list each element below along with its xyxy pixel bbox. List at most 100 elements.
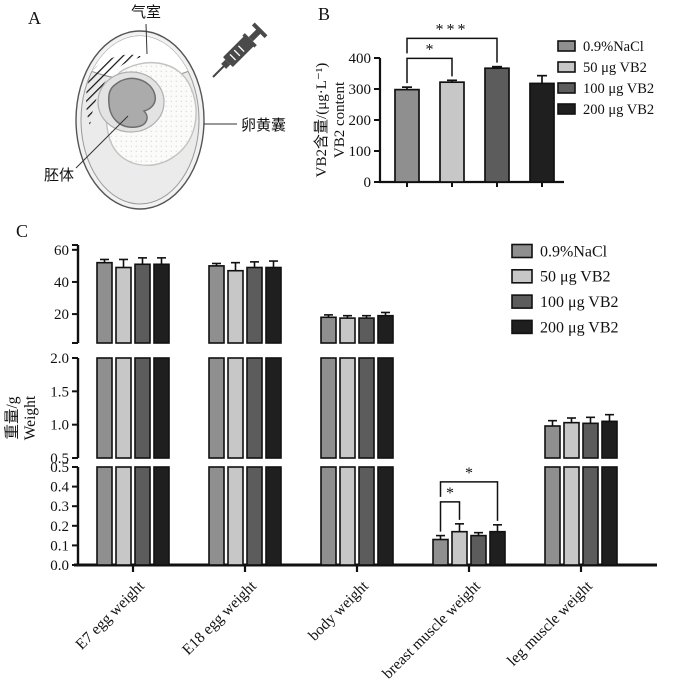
bar xyxy=(339,466,356,566)
bar xyxy=(377,314,394,344)
bar xyxy=(134,263,151,344)
sig-label: * xyxy=(446,485,454,502)
bar xyxy=(544,425,561,459)
sig-bracket xyxy=(406,57,453,84)
bar xyxy=(484,67,510,183)
bar xyxy=(208,357,225,459)
bar xyxy=(227,269,244,344)
bar xyxy=(601,466,618,566)
bar xyxy=(115,357,132,459)
tick-label: 300 xyxy=(349,82,372,98)
bar xyxy=(339,357,356,459)
bar xyxy=(320,316,337,344)
bar xyxy=(115,466,132,566)
bar xyxy=(377,357,394,459)
legend-label: 100 μg VB2 xyxy=(540,294,619,311)
bar xyxy=(246,466,263,566)
bar xyxy=(563,421,580,459)
panel-b-chart: B 0 100 200 300 400 VB2含量/(μg·L⁻¹) VB2 content… xyxy=(313,4,654,191)
bar xyxy=(439,81,465,183)
bar xyxy=(153,466,170,566)
syringe-icon xyxy=(212,22,268,78)
legend-label: 50 μg VB2 xyxy=(583,60,647,76)
y-axis-label: Weight xyxy=(22,395,39,440)
bar xyxy=(358,357,375,459)
legend-label: 0.9%NaCl xyxy=(583,39,644,55)
sig-bracket xyxy=(406,37,498,63)
bar xyxy=(96,466,113,566)
legend-label: 200 μg VB2 xyxy=(540,319,619,336)
tick-label: 0.4 xyxy=(50,480,69,496)
bar xyxy=(115,266,132,344)
bar xyxy=(470,534,487,566)
tick-label: 40 xyxy=(54,275,69,291)
x-category-label: breast muscle weight xyxy=(379,577,484,682)
panel-a-egg-diagram: A 气室 卵黄囊 胚体 xyxy=(28,4,286,210)
bar xyxy=(320,466,337,566)
embryo-leader xyxy=(75,115,129,169)
bar xyxy=(339,317,356,344)
sig-label: *** xyxy=(436,21,469,38)
tick-label: 0 xyxy=(364,175,372,191)
tick-label: 0.2 xyxy=(50,519,69,535)
embryo-label: 胚体 xyxy=(44,167,74,184)
y-axis-label: VB2 content xyxy=(332,81,348,158)
legend-label: 100 μg VB2 xyxy=(583,81,654,97)
bar xyxy=(96,261,113,344)
tick-label: 0.0 xyxy=(50,558,69,574)
bar xyxy=(320,357,337,459)
x-category-label: body weight xyxy=(305,577,372,644)
bar xyxy=(265,466,282,566)
membrane-hatching xyxy=(86,54,143,126)
x-category-label: E18 egg weight xyxy=(179,577,260,658)
legend-swatch xyxy=(511,268,533,284)
panel-b-label: B xyxy=(318,4,330,24)
bar xyxy=(265,266,282,344)
legend-label: 50 μg VB2 xyxy=(540,269,611,286)
sig-bracket xyxy=(439,501,461,532)
sig-label: * xyxy=(465,465,473,482)
bar xyxy=(227,357,244,459)
bar xyxy=(582,422,599,459)
legend-label: 0.9%NaCl xyxy=(540,243,608,260)
legend-swatch xyxy=(511,319,533,335)
y-axis-label: VB2含量/(μg·L⁻¹) xyxy=(313,63,330,178)
tick-label: 0.5 xyxy=(50,460,69,476)
legend-swatch xyxy=(511,294,533,309)
bar xyxy=(432,538,449,566)
yolk-sac-label: 卵黄囊 xyxy=(241,117,286,134)
air-chamber-label: 气室 xyxy=(131,4,161,21)
bar xyxy=(529,82,555,183)
tick-label: 1.5 xyxy=(50,384,69,400)
bar xyxy=(246,266,263,344)
bar xyxy=(394,88,420,183)
bar xyxy=(544,466,561,566)
bar xyxy=(582,466,599,566)
legend-label: 200 μg VB2 xyxy=(583,102,654,118)
tick-label: 0.5 xyxy=(50,451,69,467)
x-category-label: leg muscle weight xyxy=(504,577,596,669)
tick-label: 200 xyxy=(349,113,372,129)
bar xyxy=(358,466,375,566)
panel-a-label: A xyxy=(28,8,41,28)
legend-swatch xyxy=(557,82,576,94)
tick-label: 100 xyxy=(349,144,372,160)
legend-swatch xyxy=(511,243,533,259)
legend-swatch xyxy=(557,103,576,115)
embryo-body xyxy=(108,77,156,128)
bar xyxy=(153,357,170,459)
y-axis-label: 重量/g xyxy=(3,396,21,439)
bar xyxy=(563,466,580,566)
legend-swatch xyxy=(557,61,576,73)
bar xyxy=(358,317,375,344)
panel-c-label: C xyxy=(16,221,28,241)
tick-label: 2.0 xyxy=(50,351,69,367)
bar xyxy=(601,420,618,459)
bar xyxy=(96,357,113,459)
tick-label: 20 xyxy=(54,307,69,323)
bar xyxy=(377,466,394,566)
sig-bracket xyxy=(439,481,499,521)
bar xyxy=(227,466,244,566)
bar xyxy=(208,265,225,344)
bar xyxy=(153,263,170,344)
